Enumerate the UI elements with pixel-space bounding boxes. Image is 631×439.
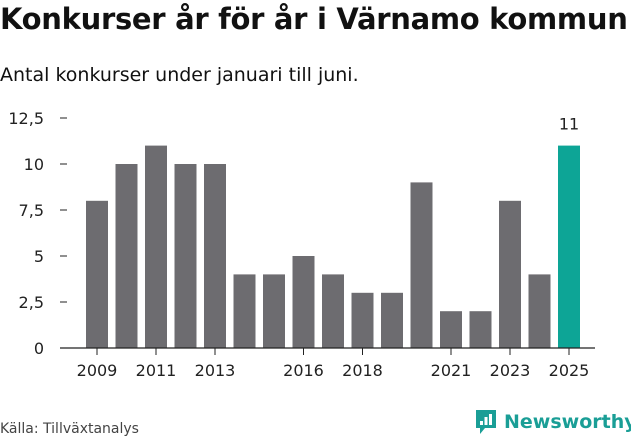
bar bbox=[115, 164, 138, 348]
bar bbox=[528, 274, 551, 348]
x-tick-label: 2018 bbox=[342, 361, 383, 380]
bar bbox=[263, 274, 285, 348]
bar bbox=[204, 164, 226, 348]
x-tick-label: 2011 bbox=[136, 361, 177, 380]
bar bbox=[174, 164, 197, 348]
y-tick-label: 7,5 bbox=[19, 201, 44, 220]
data-label: 11 bbox=[559, 115, 579, 134]
bar-chart: 0 2,5 5 7,5 10 12,5 11 2009 2011 2013 2016 2018 2021… bbox=[8, 109, 595, 380]
bar bbox=[292, 256, 315, 348]
bar-highlight bbox=[558, 145, 580, 348]
bar bbox=[410, 182, 433, 348]
x-tick-label: 2016 bbox=[283, 361, 324, 380]
chart-subtitle: Antal konkurser under januari till juni. bbox=[0, 64, 359, 86]
bar bbox=[469, 311, 492, 348]
bar bbox=[381, 292, 403, 348]
y-tick-label: 12,5 bbox=[8, 109, 44, 128]
newsworthy-logo: Newsworthy bbox=[474, 406, 631, 438]
chart-title: Konkurser år för år i Värnamo kommun bbox=[0, 2, 628, 36]
bar bbox=[440, 311, 462, 348]
bar bbox=[322, 274, 344, 348]
y-tick-label: 0 bbox=[34, 339, 44, 358]
x-tick-label: 2013 bbox=[195, 361, 236, 380]
bar bbox=[145, 145, 167, 348]
x-tick-label: 2025 bbox=[549, 361, 590, 380]
bar bbox=[351, 292, 374, 348]
y-tick-label: 10 bbox=[24, 155, 44, 174]
bar bbox=[499, 200, 521, 348]
x-tick-label: 2009 bbox=[77, 361, 118, 380]
newsworthy-logo-text: Newsworthy bbox=[504, 411, 631, 433]
y-tick-label: 2,5 bbox=[19, 293, 44, 312]
bar bbox=[86, 200, 108, 348]
y-tick-label: 5 bbox=[34, 247, 44, 266]
x-tick-label: 2023 bbox=[490, 361, 531, 380]
x-tick-label: 2021 bbox=[431, 361, 472, 380]
source-note: Källa: Tillväxtanalys bbox=[0, 421, 139, 437]
newsworthy-logo-icon bbox=[476, 410, 496, 434]
bar bbox=[233, 274, 256, 348]
